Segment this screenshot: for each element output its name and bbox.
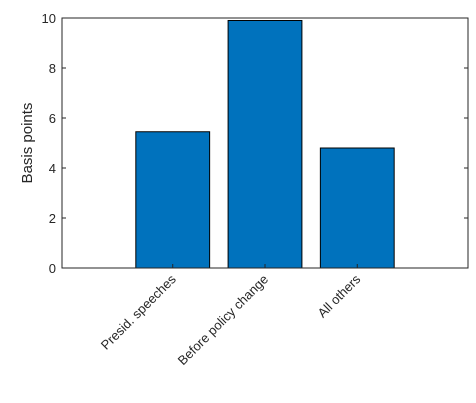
y-tick-label: 10 <box>42 11 56 26</box>
x-tick-label: All others <box>314 271 363 320</box>
bar <box>135 131 211 269</box>
axes-box <box>61 17 469 269</box>
y-tick-label: 8 <box>49 61 56 76</box>
y-tick-label: 0 <box>49 261 56 276</box>
x-tick-label: Presid. speeches <box>98 271 179 352</box>
y-tick-label: 2 <box>49 211 56 226</box>
x-tick-label: Before policy change <box>175 272 271 368</box>
bar <box>227 20 303 269</box>
bar <box>319 147 395 269</box>
y-tick-label: 6 <box>49 111 56 126</box>
y-axis-label: Basis points <box>19 103 36 184</box>
y-tick-label: 4 <box>49 161 56 176</box>
